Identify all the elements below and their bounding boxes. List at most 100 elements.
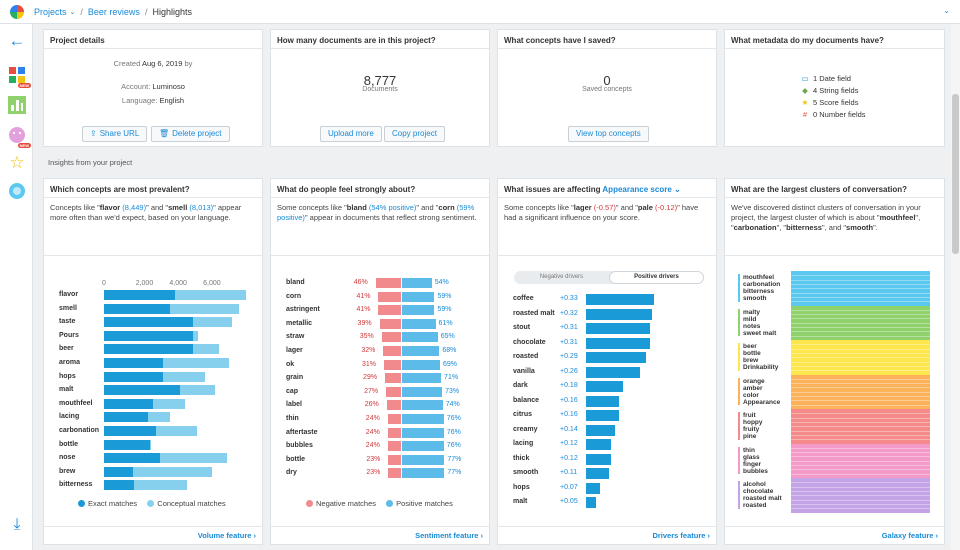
copy-project-button[interactable]: Copy project [384,126,445,142]
category-label: smell [59,304,77,312]
share-url-button[interactable]: ⇪ Share URL [82,126,148,142]
category-label: chocolate [513,338,546,346]
volume-card: Which concepts are most prevalent? Conce… [43,178,263,545]
negative-value-label: 41% [356,292,371,300]
back-arrow-icon[interactable]: ← [8,31,26,50]
driver-value-label: +0.07 [560,483,578,491]
card-title: What metadata do my documents have? [725,30,944,49]
driver-bar [586,453,611,465]
cluster-stripe [791,452,930,454]
galaxy-icon[interactable] [8,182,26,200]
breadcrumb-project[interactable]: Beer reviews [87,6,140,17]
drivers-feature-link[interactable]: Drivers feature › [652,531,710,540]
cluster-terms: fruit hoppy fruity pine [743,412,763,440]
download-icon[interactable]: ⤓ [13,516,21,533]
positive-bar [402,427,444,438]
category-label: aroma [59,359,81,366]
cluster-stripe [791,322,930,324]
driver-bar [586,366,640,378]
positive-bar [402,291,435,302]
score-field-selector[interactable]: Appearance score [602,185,672,194]
share-icon: ⇪ [90,129,97,138]
breadcrumb-projects[interactable]: Projects [34,6,67,17]
sentiment-legend: Negative matches Positive matches [306,499,453,508]
bar-chart-icon[interactable] [8,96,26,114]
cluster-terms: orange amber color Appearance [743,377,781,406]
cluster-stripe [791,473,930,475]
cluster-bracket [738,481,740,509]
category-label: nose [59,454,76,462]
category-label: taste [59,318,76,326]
negative-value-label: 24% [365,442,380,450]
negative-bar [375,278,401,288]
galaxy-feature-link[interactable]: Galaxy feature › [881,531,938,540]
exact-bar [104,358,163,368]
cluster-stripe [791,288,930,290]
negative-bar [381,332,401,343]
account-value: Luminoso [152,82,185,91]
driver-bar [586,424,615,436]
positive-bar [402,468,445,479]
cluster-stripe [791,400,930,402]
sentiment-feature-link[interactable]: Sentiment feature › [415,531,483,540]
exact-bar [104,330,194,341]
positive-value-label: 69% [442,360,457,368]
driver-value-label: +0.12 [560,454,578,462]
upload-more-button[interactable]: Upload more [320,126,382,142]
cluster-stripe [791,292,930,294]
cluster-stripe [791,426,930,428]
chevron-down-icon[interactable]: ⌄ [943,6,950,15]
calendar-icon: ▭ [801,74,809,83]
legend-dot [147,500,155,507]
saved-concepts-card: What concepts have I saved? 0 Saved conc… [497,29,717,147]
category-label: malt [513,498,528,505]
view-top-concepts-button[interactable]: View top concepts [568,126,649,142]
driver-value-label: +0.16 [560,411,578,418]
category-label: hops [59,372,76,380]
positive-value-label: 71% [444,374,459,382]
saved-label: Saved concepts [582,86,632,93]
category-label: straw [286,333,305,341]
volume-feature-link[interactable]: Volume feature › [197,531,256,540]
driver-value-label: +0.16 [560,396,578,404]
negative-bar [388,468,401,479]
exact-bar [104,317,194,328]
sidebar: ← NEW NEW ☆ ⤓ [0,24,33,550]
saved-count: 0 [603,73,611,88]
conceptual-bar [104,303,240,314]
cluster-terms: mouthfeel carbonation bitterness smooth [743,274,781,302]
x-tick-label: 2,000 [135,280,154,287]
category-label: bottle [59,440,79,448]
cluster-bracket [738,308,740,336]
sentiment-icon[interactable]: NEW [8,126,31,148]
category-label: lacing [59,413,80,421]
chevron-down-icon[interactable]: ⌄ [69,8,76,16]
star-icon[interactable]: ☆ [9,153,25,172]
cluster-stripe [791,370,930,372]
tag-icon: ◆ [802,86,808,95]
cluster-bracket [738,412,740,440]
cluster-stripe [791,404,930,406]
category-label: aftertaste [286,428,318,436]
driver-value-label: +0.31 [560,324,578,331]
driver-value-label: +0.32 [560,309,578,317]
tab-negative-drivers[interactable]: Negative drivers [539,274,584,280]
delete-project-button[interactable]: 🗑 Delete project [151,126,230,142]
cluster-stripe [791,465,930,467]
scrollbar-thumb[interactable] [952,94,959,254]
cluster-stripe [791,344,930,346]
chevron-down-icon[interactable]: ⌄ [671,185,681,194]
drivers-toggle: Negative drivers Positive drivers [514,271,704,284]
luminoso-logo-icon[interactable] [10,4,24,19]
category-label: smooth [513,469,539,476]
highlights-icon[interactable]: NEW [8,66,31,88]
exact-bar [104,453,160,464]
negative-bar [378,291,401,302]
scrollbar[interactable] [951,24,960,550]
exact-bar [104,480,135,491]
cluster-stripe [791,352,930,354]
metadata-card: What metadata do my documents have? ▭ 1 D… [724,29,945,147]
tab-positive-drivers[interactable]: Positive drivers [609,271,704,284]
positive-value-label: 77% [447,469,462,477]
positive-value-label: 76% [446,428,461,436]
